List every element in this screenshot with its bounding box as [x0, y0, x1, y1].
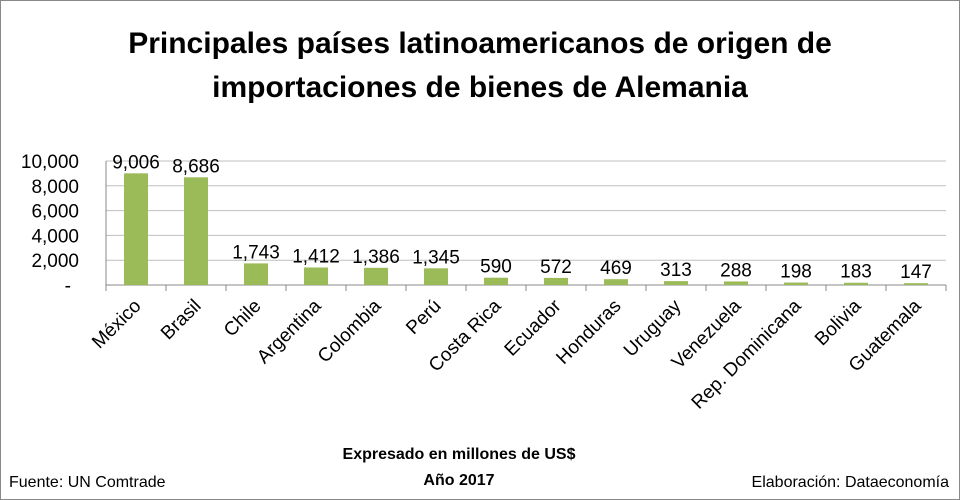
x-axis-label: Expresado en millones de US$	[343, 446, 576, 463]
bar	[124, 173, 148, 285]
data-label: 9,006	[112, 152, 160, 173]
data-label: 8,686	[172, 156, 220, 177]
bar	[664, 281, 688, 285]
data-label: 590	[480, 257, 512, 278]
credit-note: Elaboración: Dataeconomía	[752, 474, 950, 491]
chart-title-line-2: importaciones de bienes de Alemania	[212, 71, 748, 104]
bar	[544, 277, 568, 285]
bar	[184, 177, 208, 285]
bar	[784, 282, 808, 285]
data-label: 469	[600, 258, 632, 279]
y-tick-label: 10,000	[21, 152, 79, 173]
bar	[424, 268, 448, 285]
chart-title-line-1: Principales países latinoamericanos de o…	[128, 27, 832, 60]
category-label: Brasil	[157, 296, 205, 344]
data-label: 1,412	[292, 246, 340, 267]
bar	[604, 279, 628, 285]
y-tick-label: -	[65, 276, 71, 297]
y-tick-label: 8,000	[31, 177, 79, 198]
category-label: Rep. Dominicana	[688, 295, 806, 413]
data-label: 288	[720, 260, 752, 281]
y-tick-label: 4,000	[31, 226, 79, 247]
bar	[484, 277, 508, 285]
data-label: 198	[780, 262, 812, 283]
data-label: 183	[840, 262, 872, 283]
y-tick-label: 6,000	[31, 202, 79, 223]
bar	[724, 281, 748, 285]
category-label: Argentina	[253, 295, 326, 368]
year-label: Año 2017	[423, 472, 494, 489]
bar	[304, 267, 328, 285]
category-label: México	[88, 296, 145, 353]
category-label: Bolivia	[811, 295, 866, 350]
category-label: Honduras	[552, 296, 625, 369]
bar	[844, 282, 868, 285]
source-note: Fuente: UN Comtrade	[9, 474, 166, 491]
data-label: 572	[540, 257, 572, 278]
data-label: 1,386	[352, 247, 400, 268]
data-label: 1,345	[412, 247, 460, 268]
bar	[364, 267, 388, 285]
category-label: Colombia	[314, 295, 386, 367]
category-label: Perú	[402, 296, 445, 339]
bar	[904, 283, 928, 285]
y-tick-label: 2,000	[31, 251, 79, 272]
data-label: 1,743	[232, 242, 280, 263]
bar	[244, 263, 268, 285]
category-label: Chile	[220, 296, 265, 341]
data-label: 313	[660, 260, 692, 281]
data-label: 147	[900, 262, 932, 283]
